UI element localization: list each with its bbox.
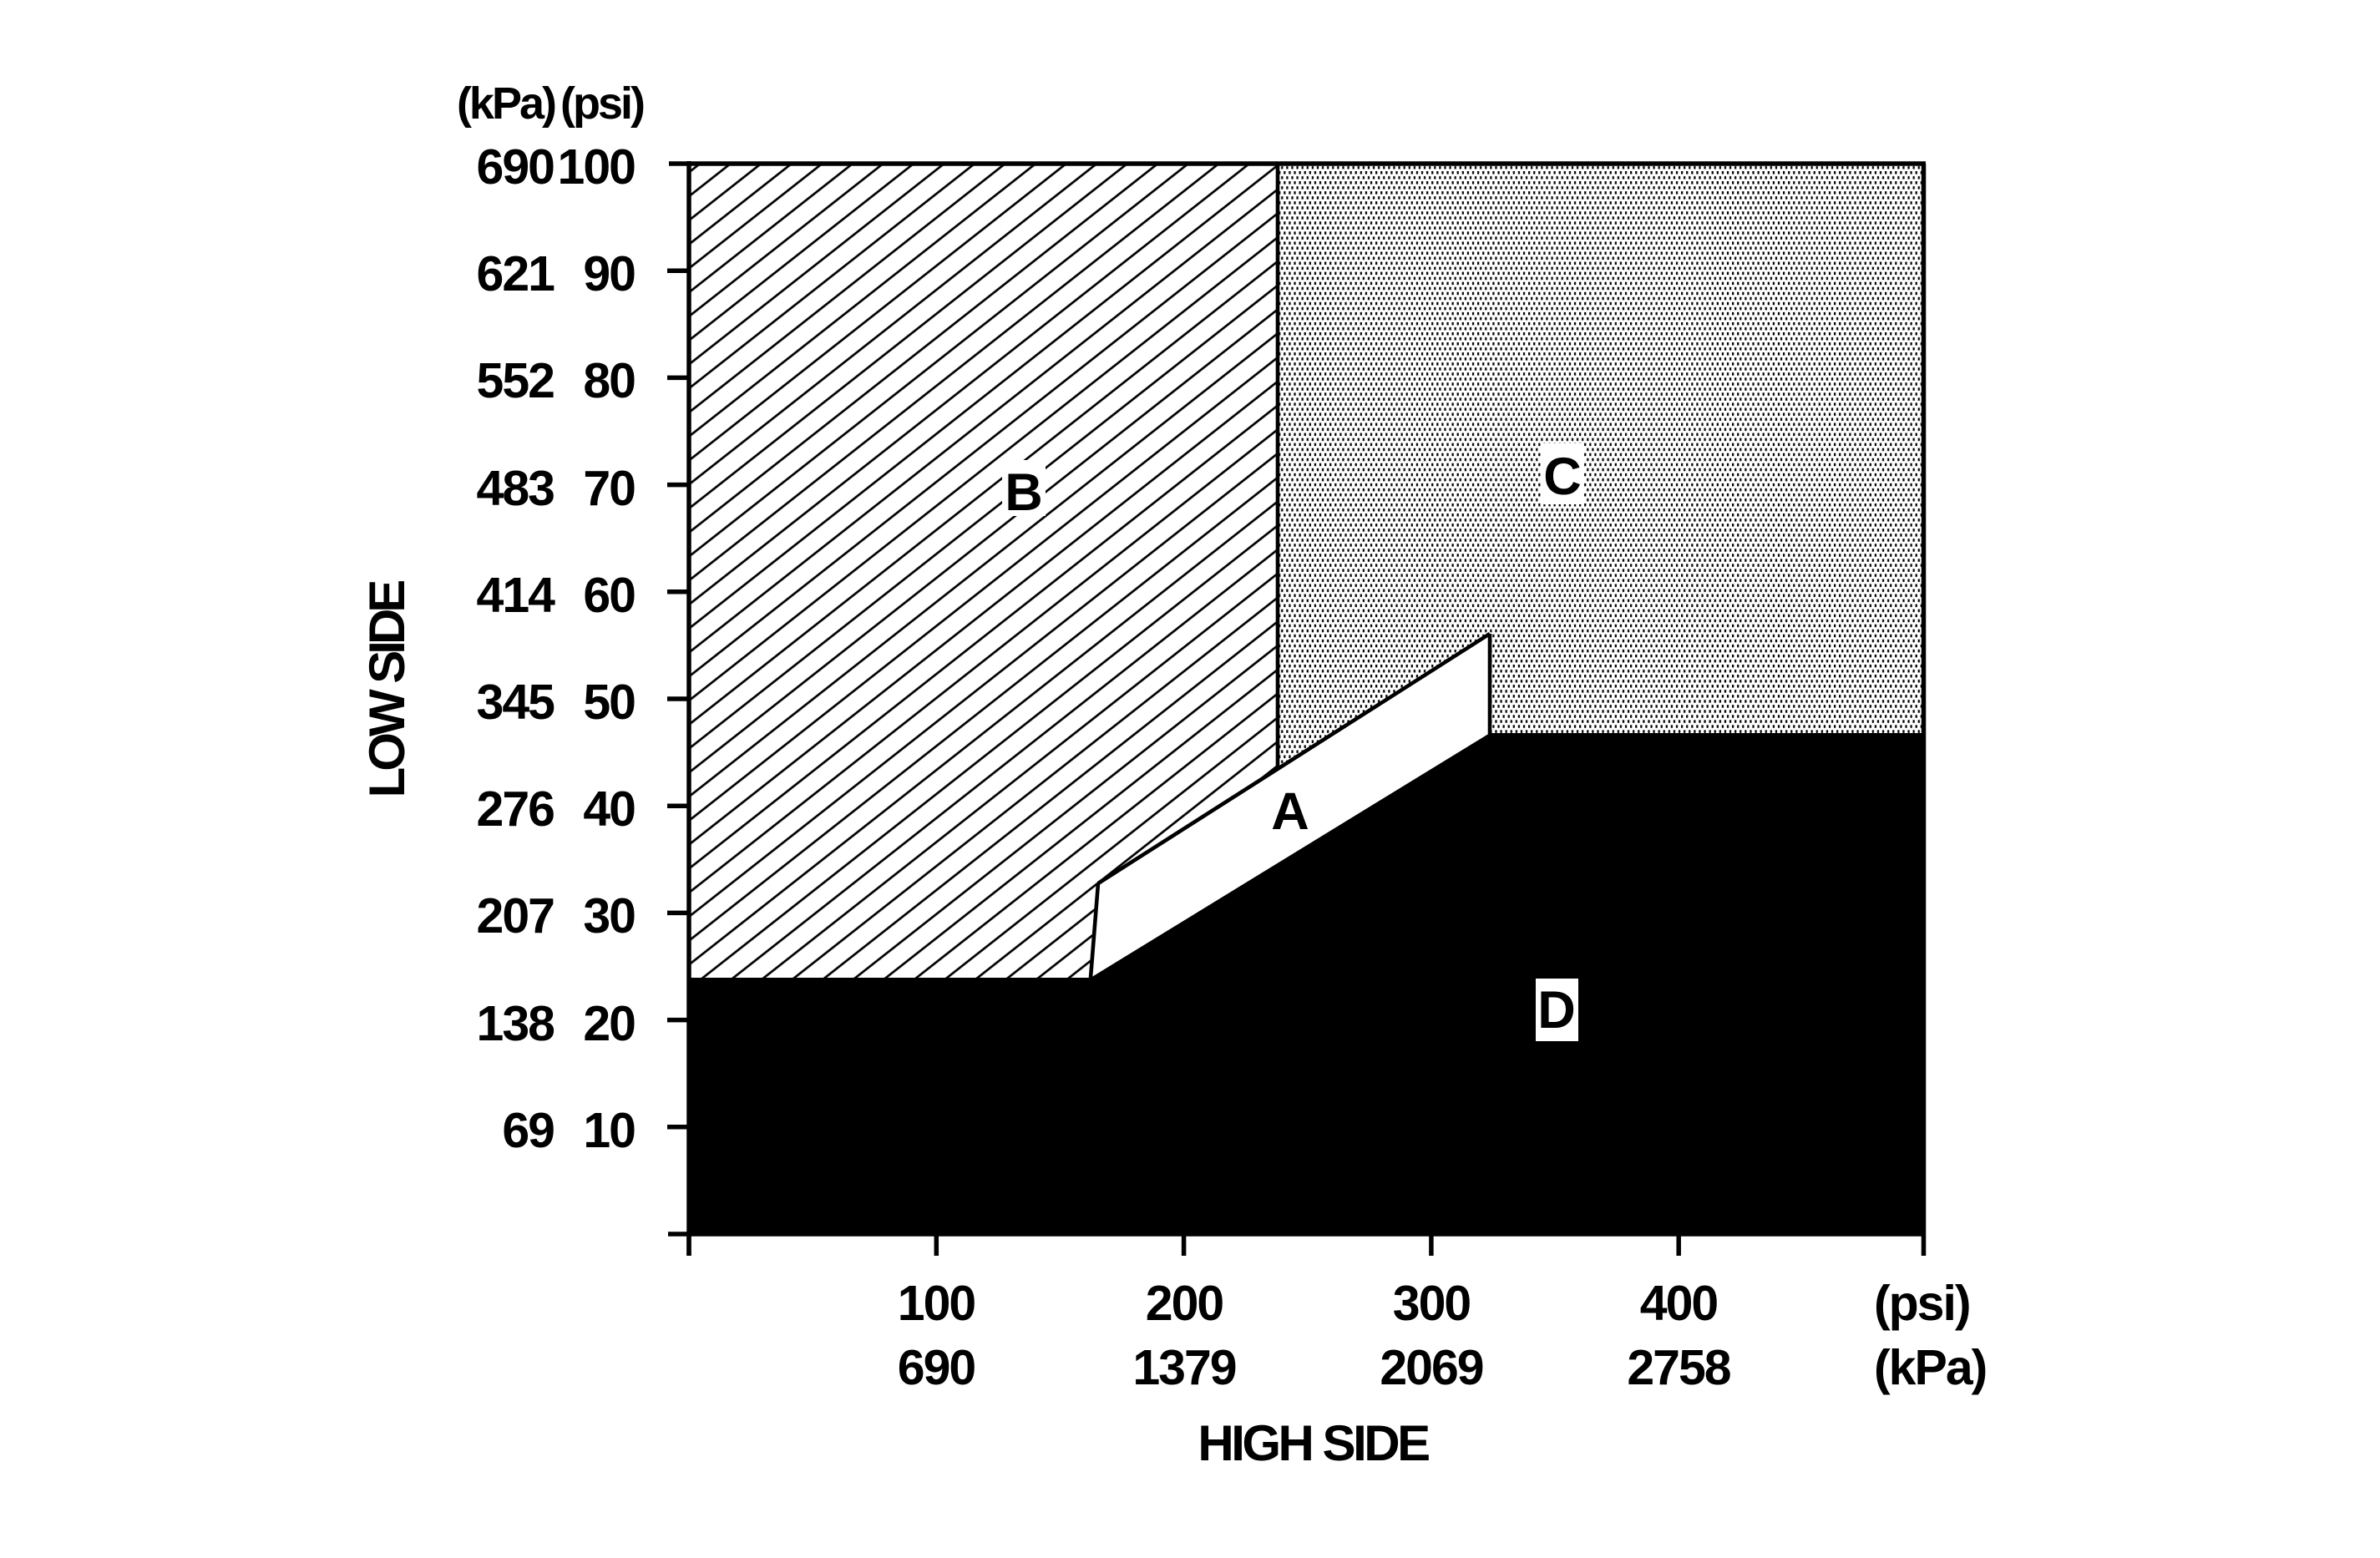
svg-text:100: 100 xyxy=(898,1276,975,1331)
svg-text:C: C xyxy=(1543,448,1582,506)
svg-text:690: 690 xyxy=(477,139,554,195)
svg-text:LOW SIDE: LOW SIDE xyxy=(359,581,415,798)
svg-text:90: 90 xyxy=(583,246,635,301)
svg-text:HIGH SIDE: HIGH SIDE xyxy=(1198,1415,1429,1471)
svg-text:207: 207 xyxy=(477,888,554,943)
svg-text:200: 200 xyxy=(1146,1276,1223,1331)
svg-text:483: 483 xyxy=(477,461,554,516)
svg-text:2069: 2069 xyxy=(1380,1340,1482,1395)
svg-text:(kPa): (kPa) xyxy=(1874,1340,1986,1395)
svg-text:414: 414 xyxy=(477,568,556,623)
svg-text:40: 40 xyxy=(583,782,635,837)
svg-text:100: 100 xyxy=(558,139,636,195)
svg-text:50: 50 xyxy=(583,675,635,730)
svg-text:400: 400 xyxy=(1640,1276,1718,1331)
svg-text:2758: 2758 xyxy=(1627,1340,1729,1395)
svg-text:20: 20 xyxy=(583,996,635,1051)
svg-text:1379: 1379 xyxy=(1132,1340,1235,1395)
svg-text:80: 80 xyxy=(583,353,635,408)
svg-text:690: 690 xyxy=(898,1340,975,1395)
svg-text:10: 10 xyxy=(583,1103,635,1158)
svg-text:552: 552 xyxy=(477,353,554,408)
svg-text:(psi): (psi) xyxy=(1874,1276,1970,1331)
svg-text:300: 300 xyxy=(1393,1276,1471,1331)
svg-text:138: 138 xyxy=(477,996,554,1051)
svg-text:69: 69 xyxy=(502,1103,554,1158)
svg-text:621: 621 xyxy=(477,246,555,301)
svg-text:(kPa): (kPa) xyxy=(457,78,555,129)
svg-text:B: B xyxy=(1005,463,1043,522)
svg-text:345: 345 xyxy=(477,675,555,730)
svg-text:276: 276 xyxy=(477,782,554,837)
svg-text:70: 70 xyxy=(583,461,635,516)
svg-text:(psi): (psi) xyxy=(560,78,644,129)
svg-text:60: 60 xyxy=(583,568,635,623)
svg-text:D: D xyxy=(1537,981,1576,1040)
svg-text:A: A xyxy=(1271,782,1309,841)
svg-text:30: 30 xyxy=(583,888,635,943)
